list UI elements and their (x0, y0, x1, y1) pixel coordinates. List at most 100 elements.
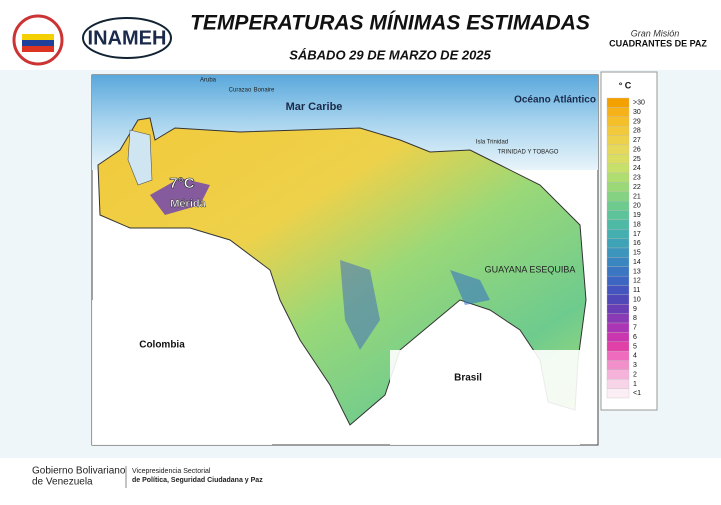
legend-label: 7 (633, 325, 637, 332)
legend-swatch (606, 379, 630, 389)
legend-swatch (606, 294, 630, 305)
legend-swatch (606, 360, 630, 371)
legend-swatch (606, 172, 630, 183)
legend-swatch (606, 238, 630, 249)
legend-label: <1 (633, 390, 641, 397)
legend-swatch (606, 388, 630, 399)
map-label: Brasil (454, 373, 482, 384)
legend-label: 2 (633, 371, 637, 378)
flag-stripe (22, 40, 54, 46)
legend-swatch (606, 275, 630, 286)
legend-swatch (606, 210, 630, 221)
map-label: Isla Trinidad (476, 140, 508, 146)
legend-label: >30 (633, 100, 645, 107)
flag-stripe (22, 46, 54, 52)
legend-label: 20 (633, 203, 641, 210)
colombia-area (92, 300, 272, 445)
legend-swatch (606, 144, 630, 155)
legend-label: 6 (633, 334, 637, 341)
legend-swatch (606, 313, 630, 324)
footer-text: de Política, Seguridad Ciudadana y Paz (132, 477, 263, 484)
legend-label: 26 (633, 146, 641, 153)
map-label: Bonaire (254, 88, 275, 94)
title: TEMPERATURAS MÍNIMAS ESTIMADAS (190, 12, 590, 35)
legend-swatch (606, 247, 630, 258)
legend-label: 27 (633, 137, 641, 144)
highlight-value: 7°C (169, 175, 194, 192)
map-label: Océano Atlántico (514, 95, 596, 106)
legend-unit: ° C (619, 80, 632, 90)
map-label: GUAYANA ESEQUIBA (485, 264, 576, 274)
legend-swatch (606, 285, 630, 296)
legend-label: 15 (633, 250, 641, 257)
mission-line: Gran Misión (631, 28, 680, 38)
legend-swatch (606, 369, 630, 380)
footer-band (0, 458, 721, 500)
legend-label: 10 (633, 296, 641, 303)
logo-text: INAMEH (88, 27, 167, 49)
legend-swatch (606, 266, 630, 277)
legend-label: 4 (633, 353, 637, 360)
map-label: TRINIDAD Y TOBAGO (498, 150, 559, 156)
lake-maracaibo (127, 129, 153, 186)
legend-label: 22 (633, 184, 641, 191)
legend-label: 18 (633, 221, 641, 228)
legend-swatch (606, 97, 630, 108)
legend-swatch (606, 350, 630, 361)
highlight-place: Mérida (170, 198, 206, 210)
legend-swatch (606, 219, 630, 230)
legend-swatch (606, 341, 630, 352)
legend: >303029282726252423222120191817161514131… (606, 97, 645, 399)
legend-swatch (606, 322, 630, 333)
andes-cold (150, 178, 210, 215)
legend-label: 1 (633, 381, 637, 388)
legend-label: 17 (633, 231, 641, 238)
flag-stripe (22, 34, 54, 40)
legend-label: 23 (633, 175, 641, 182)
highland-cool (450, 270, 490, 305)
footer-text: de Venezuela (32, 477, 93, 488)
legend-label: 30 (633, 109, 641, 116)
map-label: Aruba (200, 78, 217, 84)
legend-label: 12 (633, 278, 641, 285)
legend-label: 14 (633, 259, 641, 266)
legend-swatch (606, 191, 630, 202)
logo-badge (82, 17, 172, 59)
legend-swatch (606, 163, 630, 174)
legend-swatch (606, 116, 630, 127)
legend-label: 28 (633, 128, 641, 135)
legend-label: 16 (633, 240, 641, 247)
legend-label: 24 (633, 165, 641, 172)
legend-swatch (606, 200, 630, 211)
legend-swatch (606, 332, 630, 342)
legend-swatch (606, 107, 630, 117)
map-label: Curazao (229, 88, 252, 94)
legend-label: 11 (633, 287, 640, 294)
legend-swatch (606, 154, 630, 164)
legend-swatch (606, 229, 630, 239)
footer-text: Gobierno Bolivariano (32, 466, 126, 477)
legend-swatch (606, 182, 630, 192)
legend-swatch (606, 304, 630, 314)
legend-label: 8 (633, 315, 637, 322)
legend-swatch (606, 125, 630, 136)
footer-text: Vicepresidencia Sectorial (132, 468, 211, 475)
legend-label: 21 (633, 193, 641, 200)
highland-cool (340, 260, 380, 350)
map-label: Colombia (139, 340, 185, 351)
map-label: Mar Caribe (286, 101, 343, 113)
mission-line: CUADRANTES DE PAZ (609, 38, 707, 48)
legend-label: 9 (633, 306, 637, 313)
legend-label: 3 (633, 362, 637, 369)
legend-label: 25 (633, 156, 641, 163)
legend-swatch (606, 135, 630, 146)
legend-swatch (606, 257, 630, 267)
legend-label: 19 (633, 212, 641, 219)
legend-label: 5 (633, 343, 637, 350)
legend-label: 13 (633, 268, 641, 275)
date: SÁBADO 29 DE MARZO DE 2025 (289, 47, 491, 62)
legend-label: 29 (633, 118, 641, 125)
brasil-area (390, 350, 580, 445)
